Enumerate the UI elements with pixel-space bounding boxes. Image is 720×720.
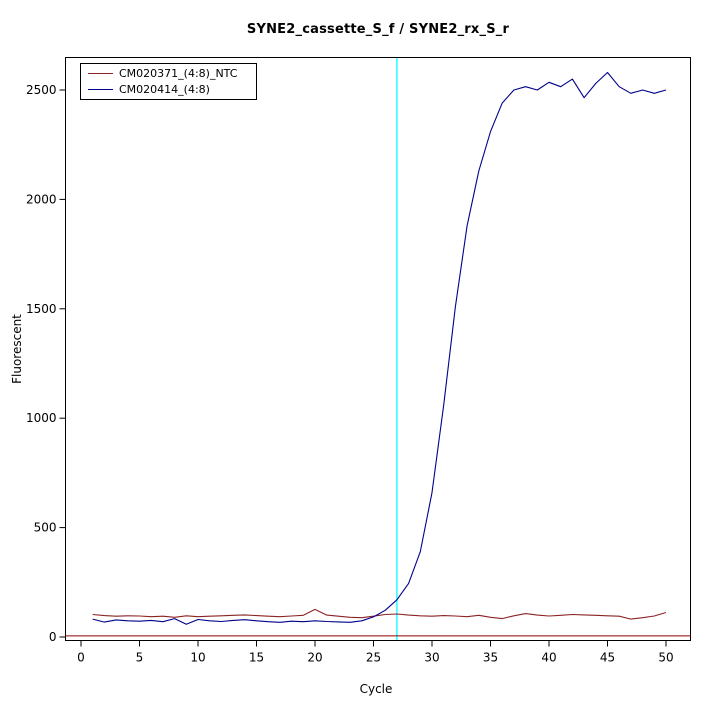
y-tick-label: 1500	[26, 302, 57, 316]
legend-item-ntc: CM020371_(4:8)_NTC	[88, 67, 256, 80]
legend-item-sample: CM020414_(4:8)	[88, 83, 256, 96]
chart-title: SYNE2_cassette_S_f / SYNE2_rx_S_r	[246, 22, 510, 37]
x-tick-label: 0	[77, 651, 85, 665]
y-tick-label: 2000	[26, 192, 57, 206]
x-axis-label: Cycle	[359, 682, 393, 696]
legend-label-ntc: CM020371_(4:8)_NTC	[119, 67, 238, 80]
x-tick-label: 25	[366, 651, 381, 665]
x-tick-label: 35	[483, 651, 498, 665]
y-tick-label: 0	[49, 630, 57, 644]
legend: CM020371_(4:8)_NTC CM020414_(4:8)	[80, 63, 257, 100]
y-axis-label: Fluorescent	[10, 314, 24, 384]
x-tick-label: 50	[658, 651, 673, 665]
x-tick-label: 45	[600, 651, 615, 665]
x-tick-label: 20	[307, 651, 322, 665]
x-tick-label: 5	[136, 651, 144, 665]
y-tick-label: 2500	[26, 83, 57, 97]
x-tick-label: 10	[190, 651, 205, 665]
legend-label-sample: CM020414_(4:8)	[119, 83, 210, 96]
x-tick-label: 30	[424, 651, 439, 665]
series-line-ntc	[92, 608, 667, 620]
sample-line-swatch	[88, 89, 113, 90]
ntc-line-swatch	[88, 73, 113, 74]
y-tick-label: 500	[34, 521, 57, 535]
series-line-sample	[92, 71, 667, 625]
x-tick-label: 40	[541, 651, 556, 665]
y-tick-label: 1000	[26, 411, 57, 425]
x-tick-label: 15	[249, 651, 264, 665]
plot-box	[65, 57, 691, 641]
